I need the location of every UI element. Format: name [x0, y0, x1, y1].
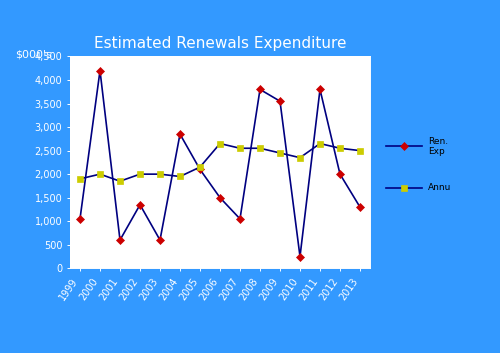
Title: Estimated Renewals Expenditure: Estimated Renewals Expenditure — [94, 36, 346, 51]
Text: Annu: Annu — [428, 183, 452, 192]
Text: $000's: $000's — [15, 49, 52, 59]
Text: Ren.
Exp: Ren. Exp — [428, 137, 448, 156]
